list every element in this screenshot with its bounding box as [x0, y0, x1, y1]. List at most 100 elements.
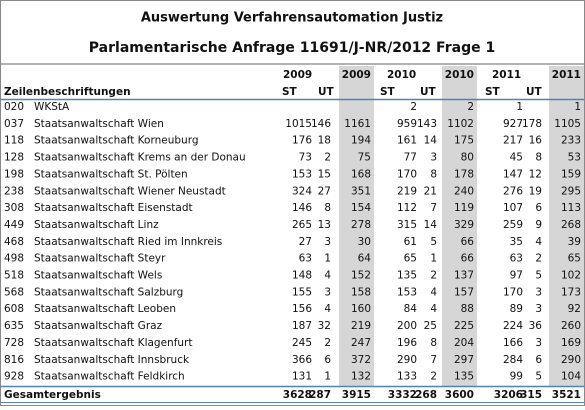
- cell-value: 1161: [344, 118, 371, 130]
- cell-value: 16: [529, 135, 543, 147]
- cell-value: 89: [510, 303, 523, 315]
- total-value: 3206: [494, 389, 523, 401]
- cell-value: 1102: [447, 118, 474, 130]
- cell-value: 102: [561, 270, 581, 282]
- cell-value: 152: [351, 270, 371, 282]
- cell-value: 1: [574, 101, 581, 113]
- cell-value: 245: [292, 337, 312, 349]
- cell-value: 12: [529, 168, 542, 180]
- sub-header: ST: [485, 86, 501, 98]
- cell-value: 1: [324, 371, 331, 383]
- row-code: 635: [4, 320, 24, 332]
- row-name: WKStA: [34, 101, 70, 113]
- cell-value: 366: [292, 354, 312, 366]
- cell-value: 170: [397, 168, 417, 180]
- cell-value: 166: [503, 337, 523, 349]
- row-code: 238: [4, 185, 24, 197]
- row-label-header: Zeilenbeschriftungen: [4, 86, 131, 98]
- row-code: 928: [4, 371, 24, 383]
- cell-value: 132: [351, 371, 371, 383]
- cell-value: 36: [529, 320, 543, 332]
- cell-value: 290: [561, 354, 581, 366]
- row-code: 568: [4, 286, 24, 298]
- cell-value: 148: [292, 270, 312, 282]
- sub-header: UT: [420, 86, 437, 98]
- cell-value: 4: [430, 286, 437, 298]
- total-label: Gesamtergebnis: [4, 389, 101, 401]
- cell-value: 219: [397, 185, 417, 197]
- row-code: 128: [4, 152, 24, 164]
- subtitle: Parlamentarische Anfrage 11691/J-NR/2012…: [89, 40, 495, 56]
- cell-value: 240: [454, 185, 474, 197]
- cell-value: 3: [535, 303, 542, 315]
- total-column-shade: [549, 66, 584, 386]
- cell-value: 21: [424, 185, 437, 197]
- cell-value: 204: [454, 337, 474, 349]
- row-name: Staatsanwaltschaft Eisenstadt: [34, 202, 193, 214]
- cell-value: 284: [503, 354, 523, 366]
- cell-value: 2: [324, 152, 331, 164]
- row-name: Staatsanwaltschaft Feldkirch: [34, 371, 185, 383]
- cell-value: 290: [397, 354, 417, 366]
- total-value: 3521: [552, 389, 581, 401]
- cell-value: 14: [424, 135, 438, 147]
- cell-value: 13: [318, 219, 331, 231]
- total-column-shade: [442, 66, 477, 386]
- sub-header: UT: [526, 86, 543, 98]
- total-value: 3915: [342, 389, 371, 401]
- cell-value: 155: [292, 286, 312, 298]
- year-total-header: 2010: [445, 69, 474, 81]
- cell-value: 63: [510, 253, 523, 265]
- cell-value: 6: [535, 202, 542, 214]
- cell-value: 1: [516, 101, 523, 113]
- cell-value: 276: [503, 185, 523, 197]
- cell-value: 159: [561, 168, 581, 180]
- cell-value: 66: [461, 253, 475, 265]
- cell-value: 168: [351, 168, 371, 180]
- cell-value: 265: [292, 219, 312, 231]
- cell-value: 8: [430, 337, 437, 349]
- cell-value: 7: [430, 202, 437, 214]
- cell-value: 25: [424, 320, 437, 332]
- row-code: 449: [4, 219, 24, 231]
- total-value: 3332: [388, 389, 417, 401]
- cell-value: 113: [561, 202, 581, 214]
- row-name: Staatsanwaltschaft Innsbruck: [34, 354, 190, 366]
- cell-value: 372: [351, 354, 371, 366]
- row-code: 308: [4, 202, 24, 214]
- cell-value: 158: [351, 286, 371, 298]
- cell-value: 224: [503, 320, 523, 332]
- cell-value: 75: [358, 152, 371, 164]
- row-name: Staatsanwaltschaft Krems an der Donau: [34, 152, 246, 164]
- row-name: Staatsanwaltschaft Wiener Neustadt: [34, 185, 226, 197]
- cell-value: 8: [324, 202, 331, 214]
- row-code: 037: [4, 118, 24, 130]
- cell-value: 35: [510, 236, 523, 248]
- cell-value: 88: [461, 303, 474, 315]
- cell-value: 104: [561, 371, 581, 383]
- row-code: 608: [4, 303, 24, 315]
- cell-value: 217: [503, 135, 523, 147]
- cell-value: 315: [397, 219, 417, 231]
- row-code: 118: [4, 135, 24, 147]
- cell-value: 194: [351, 135, 371, 147]
- cell-value: 178: [454, 168, 474, 180]
- cell-value: 137: [454, 270, 474, 282]
- total-value: 287: [309, 389, 331, 401]
- sub-header: ST: [380, 86, 396, 98]
- cell-value: 77: [404, 152, 417, 164]
- cell-value: 8: [535, 152, 542, 164]
- cell-value: 73: [299, 152, 312, 164]
- cell-value: 119: [454, 202, 474, 214]
- cell-value: 2: [535, 253, 542, 265]
- cell-value: 219: [351, 320, 371, 332]
- cell-value: 259: [503, 219, 523, 231]
- cell-value: 27: [318, 185, 331, 197]
- row-name: Staatsanwaltschaft Salzburg: [34, 286, 183, 298]
- row-name: Staatsanwaltschaft Leoben: [34, 303, 176, 315]
- cell-value: 143: [417, 118, 437, 130]
- cell-value: 175: [454, 135, 474, 147]
- cell-value: 1: [430, 253, 437, 265]
- cell-value: 65: [404, 253, 417, 265]
